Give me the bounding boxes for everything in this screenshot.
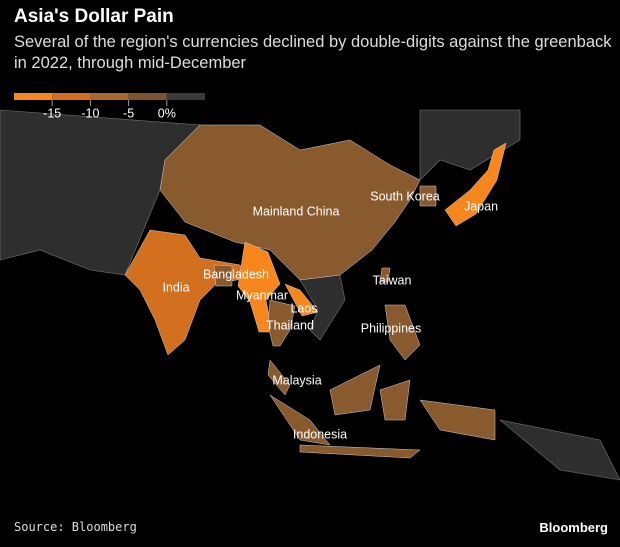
country-label: Taiwan bbox=[373, 273, 412, 287]
land-shape bbox=[499, 419, 620, 481]
country-label: Mainland China bbox=[253, 204, 340, 218]
country-shape bbox=[267, 299, 296, 347]
legend-swatch bbox=[14, 93, 53, 100]
legend: -15 -10 -5 0% bbox=[14, 93, 205, 120]
country-shape bbox=[159, 124, 421, 281]
legend-tick-label: 0% bbox=[158, 106, 176, 120]
labels: Mainland China India Bangladesh MyanmarLaos… bbox=[162, 189, 498, 441]
country-shape bbox=[124, 229, 246, 356]
subtitle: Several of the region's currencies decli… bbox=[14, 33, 612, 72]
country-shape bbox=[379, 267, 391, 283]
brand: Bloomberg bbox=[539, 520, 608, 535]
legend-swatch bbox=[166, 93, 205, 100]
country-label: India bbox=[162, 280, 189, 294]
legend-swatch bbox=[52, 93, 91, 100]
legend-tick-label: -15 bbox=[43, 106, 61, 120]
legend-swatch bbox=[128, 93, 167, 100]
source: Source: Bloomberg bbox=[14, 520, 137, 534]
country-label: Indonesia bbox=[293, 427, 347, 441]
country-label: Malaysia bbox=[272, 373, 321, 387]
country-shape bbox=[269, 379, 496, 459]
countries bbox=[124, 124, 507, 459]
legend-tick-label: -5 bbox=[123, 106, 134, 120]
country-label: Japan bbox=[464, 199, 498, 213]
country-label: Bangladesh bbox=[203, 267, 269, 281]
country-shape bbox=[267, 359, 381, 416]
country-shape bbox=[284, 283, 319, 317]
country-label: Myanmar bbox=[236, 288, 288, 302]
country-label: South Korea bbox=[370, 189, 440, 203]
land bbox=[0, 109, 620, 481]
legend-tick-label: -10 bbox=[81, 106, 99, 120]
country-label: Thailand bbox=[266, 318, 314, 332]
country-label: Laos bbox=[290, 301, 317, 315]
country-shape bbox=[444, 142, 507, 227]
title: Asia's Dollar Pain bbox=[14, 6, 174, 27]
legend-swatch bbox=[90, 93, 129, 100]
country-label: Philippines bbox=[361, 321, 421, 335]
country-shape bbox=[384, 304, 421, 361]
country-shape bbox=[419, 185, 437, 207]
country-shape bbox=[213, 264, 233, 287]
